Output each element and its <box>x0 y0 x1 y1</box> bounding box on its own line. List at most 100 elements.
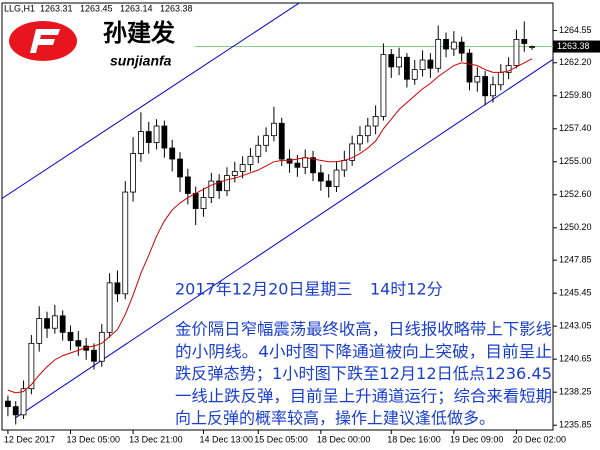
y-tick-label: 1238.25 <box>559 387 592 397</box>
candle-body <box>51 315 58 329</box>
candle-body <box>216 180 223 192</box>
candle-body <box>200 197 207 209</box>
trendline <box>14 58 553 419</box>
y-tick-label: 1247.85 <box>559 255 592 265</box>
candle-body <box>497 71 504 86</box>
logo-letter <box>30 29 60 53</box>
candle-body <box>458 41 465 54</box>
annotation-line: 一线止跌反弹，目前呈上升通道运行；综合来看短期 <box>175 386 552 405</box>
candle-body <box>404 56 410 80</box>
candle-body <box>36 318 43 344</box>
y-tick-label: 1243.05 <box>559 321 592 331</box>
annotation-date: 2017年12月20日星期三 <box>175 280 352 299</box>
annotation-line: 的小阴线。4小时图下降通道被向上突破，目前呈止 <box>175 342 552 361</box>
y-tick-label: 1245.45 <box>559 288 592 298</box>
candle-body <box>224 175 230 192</box>
candle-body <box>474 76 481 83</box>
y-tick-label: 1240.65 <box>559 354 592 364</box>
x-tick-label: 20 Dec 02:00 <box>512 434 566 444</box>
candle-body <box>20 388 27 416</box>
candle-body <box>529 46 535 48</box>
candle-body <box>161 125 168 149</box>
annotation-line: 向上反弹的概率较高，操作上建议逢低做多。 <box>175 409 495 428</box>
candle-body <box>122 191 129 295</box>
candle-body <box>435 38 442 69</box>
logo: 孙建发 sunjianfa <box>9 19 175 69</box>
price-label-bg <box>553 40 600 53</box>
candle-body <box>271 122 277 137</box>
candle-body <box>490 84 496 97</box>
candle-body <box>294 162 301 168</box>
x-tick-label: 14 Dec 13:00 <box>200 434 254 444</box>
candle-body <box>177 158 183 178</box>
candle-body <box>192 193 199 209</box>
candle-body <box>466 52 473 83</box>
candle-body <box>419 59 426 71</box>
candle-body <box>67 331 74 341</box>
logo-site: sunjianfa <box>110 53 172 69</box>
candle-body <box>91 349 97 362</box>
candle-body <box>114 282 121 295</box>
candle-body <box>427 59 434 69</box>
annotation-line: 跌反弹态势；1小时图下跌至12月12日低点1236.45 <box>175 364 552 383</box>
x-tick-label: 18 Dec 16:00 <box>387 434 441 444</box>
candle-body <box>153 125 160 143</box>
candle-body <box>505 65 512 73</box>
candle-body <box>349 143 356 161</box>
candle-body <box>28 342 35 390</box>
candle-body <box>341 160 348 171</box>
candle-body <box>450 41 457 50</box>
candle-body <box>396 56 402 68</box>
candle-body <box>310 157 316 174</box>
candle-body <box>98 331 105 362</box>
candle-body <box>411 69 418 80</box>
candle-body <box>521 38 528 44</box>
candle-body <box>12 406 19 416</box>
y-tick-label: 1259.80 <box>559 90 592 100</box>
y-tick-label: 1262.20 <box>559 57 592 67</box>
candle-body <box>380 54 387 117</box>
annotation-line: 金价隔日窄幅震荡最终收高，日线报收略带上下影线 <box>175 320 552 339</box>
candle-body <box>325 180 332 187</box>
x-tick-label: 13 Dec 05:00 <box>67 434 121 444</box>
logo-name: 孙建发 <box>103 19 175 47</box>
candle-body <box>302 157 309 168</box>
plot-area <box>2 3 553 425</box>
candle-body <box>247 155 254 165</box>
candle-body <box>239 164 246 172</box>
annotation-time: 14时12分 <box>370 280 443 299</box>
candle-body <box>372 116 379 127</box>
x-tick-label: 15 Dec 05:00 <box>254 434 308 444</box>
candle-body <box>286 158 293 164</box>
y-tick-label: 1257.40 <box>559 123 592 133</box>
x-tick-label: 19 Dec 09:00 <box>450 434 504 444</box>
candle-body <box>106 282 113 333</box>
candle-body <box>364 125 371 137</box>
candle-body <box>138 131 144 154</box>
candle-body <box>169 147 176 160</box>
candle-body <box>44 318 50 329</box>
candle-body <box>482 76 489 97</box>
candle-body <box>443 38 449 50</box>
symbol: LLG,H1 <box>4 3 35 13</box>
candle-body <box>5 400 11 408</box>
candle-body <box>130 153 136 193</box>
candle-body <box>231 171 238 176</box>
price-label: 1263.38 <box>557 41 590 51</box>
y-tick-label: 1255.00 <box>559 156 592 166</box>
candle-body <box>59 315 66 333</box>
y-tick-label: 1252.60 <box>559 189 592 199</box>
header-open: 1263.31 <box>40 3 73 13</box>
header-close: 1263.38 <box>160 3 193 13</box>
header-high: 1263.45 <box>80 3 113 13</box>
header-low: 1263.14 <box>120 3 153 13</box>
plot-frame <box>1 2 554 431</box>
candle-body <box>145 131 152 143</box>
candle-body <box>278 122 285 160</box>
y-tick-label: 1250.20 <box>559 222 592 232</box>
candle-body <box>388 54 395 68</box>
candle-body <box>513 38 520 66</box>
candle-body <box>357 135 363 145</box>
candle-body <box>317 172 324 182</box>
